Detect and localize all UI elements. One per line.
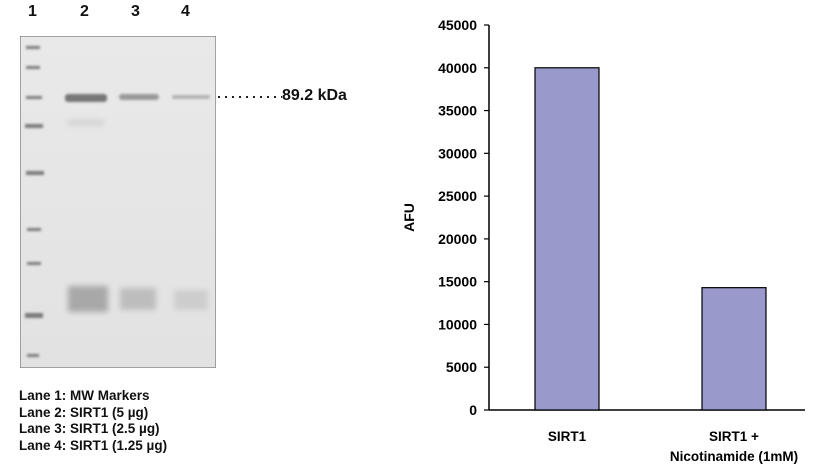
lane-number-4: 4 bbox=[181, 3, 190, 20]
x-tick-label-2: SIRT1 + Nicotinamide (1mM) bbox=[670, 429, 798, 464]
y-axis-label: AFU bbox=[401, 203, 417, 232]
y-tick-label: 0 bbox=[469, 402, 477, 418]
gel-panel: 1 2 3 4 bbox=[0, 0, 380, 465]
y-tick-label: 25000 bbox=[438, 188, 477, 204]
legend-line-3: Lane 3: SIRT1 (2.5 µg) bbox=[19, 421, 160, 436]
bar-chart: 0 5000 10000 15000 20000 25000 30000 35000 40000… bbox=[401, 17, 805, 464]
protein-bands bbox=[65, 94, 210, 102]
gel-background bbox=[20, 36, 216, 368]
mw-label: 89.2 kDa bbox=[282, 87, 347, 104]
y-tick-label: 30000 bbox=[438, 145, 477, 161]
y-tick-label: 35000 bbox=[438, 103, 477, 119]
mw-dotted-line bbox=[218, 96, 282, 98]
gel-legend: Lane 1: MW Markers Lane 2: SIRT1 (5 µg) … bbox=[19, 388, 167, 454]
faint-bands bbox=[68, 120, 208, 312]
y-tick-label: 5000 bbox=[446, 359, 477, 375]
marker-bands bbox=[25, 46, 44, 357]
lane-number-1: 1 bbox=[28, 3, 37, 20]
y-tick-label: 45000 bbox=[438, 17, 477, 33]
bar-chart-panel: 0 5000 10000 15000 20000 25000 30000 35000 40000… bbox=[380, 0, 825, 465]
lane-number-2: 2 bbox=[80, 3, 89, 20]
legend-line-4: Lane 4: SIRT1 (1.25 µg) bbox=[19, 437, 168, 453]
legend-line-1: Lane 1: MW Markers bbox=[19, 388, 150, 403]
bar-1 bbox=[534, 67, 600, 411]
y-tick-label: 15000 bbox=[438, 274, 477, 290]
gel-image bbox=[20, 36, 216, 368]
lane-number-3: 3 bbox=[131, 3, 140, 20]
legend-line-2: Lane 2: SIRT1 (5 µg) bbox=[19, 404, 149, 420]
y-tick-label: 40000 bbox=[438, 60, 477, 76]
bar-2 bbox=[701, 287, 767, 411]
x-tick-label-1: SIRT1 bbox=[548, 429, 587, 444]
y-tick-label: 20000 bbox=[438, 231, 477, 247]
y-tick-label: 10000 bbox=[438, 316, 477, 332]
